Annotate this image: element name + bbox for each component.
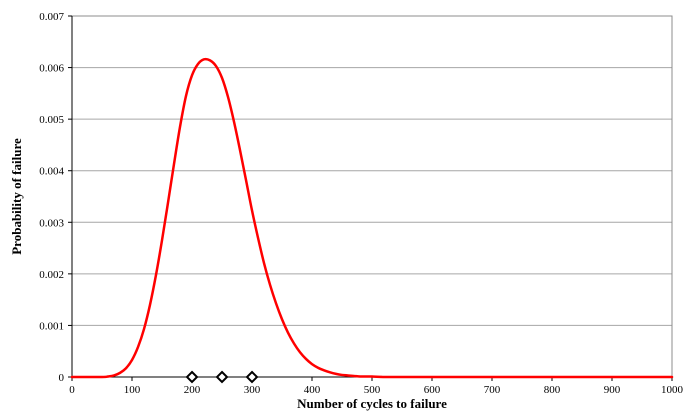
x-tick-label-3: 300 — [244, 384, 261, 396]
y-tick-label-5: 0.005 — [39, 114, 64, 126]
axes — [71, 16, 672, 378]
x-tick-label-7: 700 — [484, 384, 501, 396]
x-tick-label-2: 200 — [184, 384, 201, 396]
tick-marks — [68, 15, 673, 381]
y-axis-title: Probability of failure — [9, 138, 24, 255]
y-tick-label-4: 0.004 — [39, 166, 64, 178]
y-tick-label-0: 0 — [59, 372, 65, 384]
marker-point-2 — [245, 370, 259, 384]
x-tick-label-9: 900 — [604, 384, 621, 396]
marker-point-0 — [185, 370, 199, 384]
data-series — [70, 57, 674, 384]
x-tick-labels: 0 100 200 300 400 500 600 700 800 900 1000 — [69, 384, 683, 396]
marker-point-1 — [215, 370, 229, 384]
x-tick-label-8: 800 — [544, 384, 561, 396]
y-tick-label-7: 0.007 — [39, 11, 64, 23]
y-tick-label-2: 0.002 — [39, 269, 64, 281]
x-tick-label-0: 0 — [69, 384, 75, 396]
x-tick-label-5: 500 — [364, 384, 381, 396]
y-tick-labels: 0 0.001 0.002 0.003 0.004 0.005 0.006 0.007 — [39, 11, 64, 384]
x-tick-label-6: 600 — [424, 384, 441, 396]
plot-area-border — [71, 15, 673, 378]
x-tick-label-4: 400 — [304, 384, 321, 396]
y-tick-label-1: 0.001 — [39, 320, 64, 332]
y-tick-label-6: 0.006 — [39, 63, 64, 75]
x-tick-label-10: 1000 — [661, 384, 684, 396]
y-tick-label-3: 0.003 — [39, 217, 64, 229]
x-tick-label-1: 100 — [124, 384, 141, 396]
gridlines — [72, 15, 672, 326]
x-axis-title: Number of cycles to failure — [297, 396, 447, 411]
series-line-0 — [70, 57, 674, 379]
